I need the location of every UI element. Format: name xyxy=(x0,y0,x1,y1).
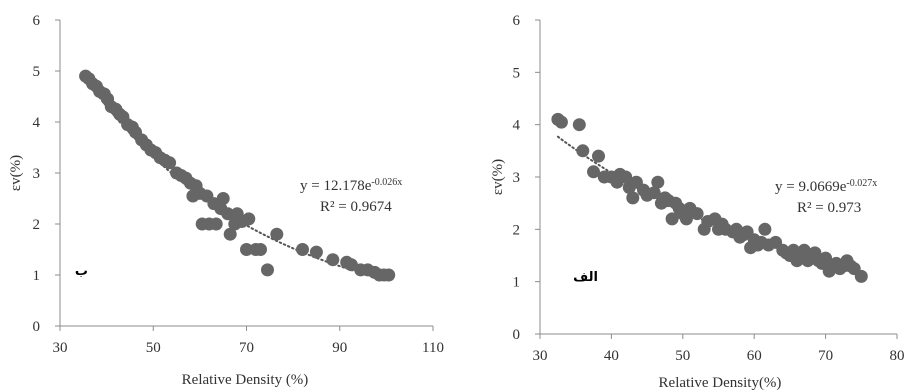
r-squared: R² = 0.9674 xyxy=(320,199,392,215)
y-tick-label: 3 xyxy=(513,170,521,186)
chart-tag: الف xyxy=(573,270,598,285)
x-tick-label: 70 xyxy=(818,348,833,364)
data-point xyxy=(326,253,340,267)
y-axis-label: εv(%) xyxy=(8,155,24,191)
y-tick-label: 0 xyxy=(513,327,521,343)
x-tick-label: 30 xyxy=(53,340,68,356)
data-point xyxy=(216,192,230,205)
chart-1: 30 50 70 90 110 0 1 2 3 4 5 6 y = 12.178e-0.026x R² =… xyxy=(8,13,444,388)
trendline-equation: y = 9.0669e-0.027x xyxy=(775,178,877,196)
trendline-equation: y = 12.178e-0.026x xyxy=(300,177,402,195)
x-tick-label: 40 xyxy=(604,348,619,364)
data-point xyxy=(554,115,568,129)
x-tick-label: 30 xyxy=(533,348,548,364)
data-point xyxy=(592,149,605,163)
data-point xyxy=(223,227,237,241)
y-tick-label: 0 xyxy=(33,319,41,335)
data-point xyxy=(587,165,600,179)
r-squared: R² = 0.973 xyxy=(797,200,861,216)
data-point xyxy=(270,227,284,241)
data-point xyxy=(254,243,267,256)
y-tick-label: 5 xyxy=(33,64,41,80)
x-tick-label: 80 xyxy=(890,348,905,364)
x-tick-label: 90 xyxy=(332,340,347,356)
data-point xyxy=(690,207,704,221)
data-point xyxy=(665,212,679,226)
y-tick-label: 1 xyxy=(33,268,41,284)
data-point xyxy=(679,212,693,226)
x-tick-label: 110 xyxy=(422,340,444,356)
data-point xyxy=(382,268,396,282)
y-tick-label: 5 xyxy=(513,65,521,81)
data-point xyxy=(572,118,586,132)
x-axis-label: Relative Density (%) xyxy=(182,372,309,388)
y-axis-label: εv(%) xyxy=(490,159,506,195)
data-point xyxy=(626,191,640,205)
x-tick-label: 70 xyxy=(239,340,254,356)
data-point xyxy=(209,217,223,231)
data-point xyxy=(242,212,256,226)
data-point xyxy=(240,243,253,256)
chart-tag: ب xyxy=(75,264,88,279)
data-point xyxy=(576,144,590,158)
y-tick-label: 2 xyxy=(33,217,41,233)
x-tick-label: 50 xyxy=(675,348,690,364)
data-point xyxy=(261,263,274,277)
data-point xyxy=(221,207,235,221)
data-point xyxy=(619,170,633,184)
y-tick-label: 1 xyxy=(513,275,521,291)
y-tick-label: 4 xyxy=(33,115,41,131)
y-tick-label: 6 xyxy=(33,13,41,29)
y-tick-label: 4 xyxy=(513,118,521,134)
data-point xyxy=(296,243,309,256)
data-point xyxy=(758,222,772,236)
y-tick-label: 2 xyxy=(513,222,521,238)
y-tick-label: 3 xyxy=(33,166,41,182)
x-tick-label: 50 xyxy=(146,340,161,356)
y-tick-label: 6 xyxy=(513,13,521,29)
data-point xyxy=(854,269,868,283)
data-point xyxy=(309,245,323,259)
x-axis-label: Relative Density(%) xyxy=(659,375,782,390)
data-point xyxy=(647,186,661,200)
x-tick-label: 60 xyxy=(747,348,762,364)
data-point xyxy=(651,175,665,189)
chart-2: 30 40 50 60 70 80 0 1 2 3 4 5 6 y = 9.0669e-0.027x R² … xyxy=(490,13,905,390)
data-point xyxy=(163,156,177,170)
